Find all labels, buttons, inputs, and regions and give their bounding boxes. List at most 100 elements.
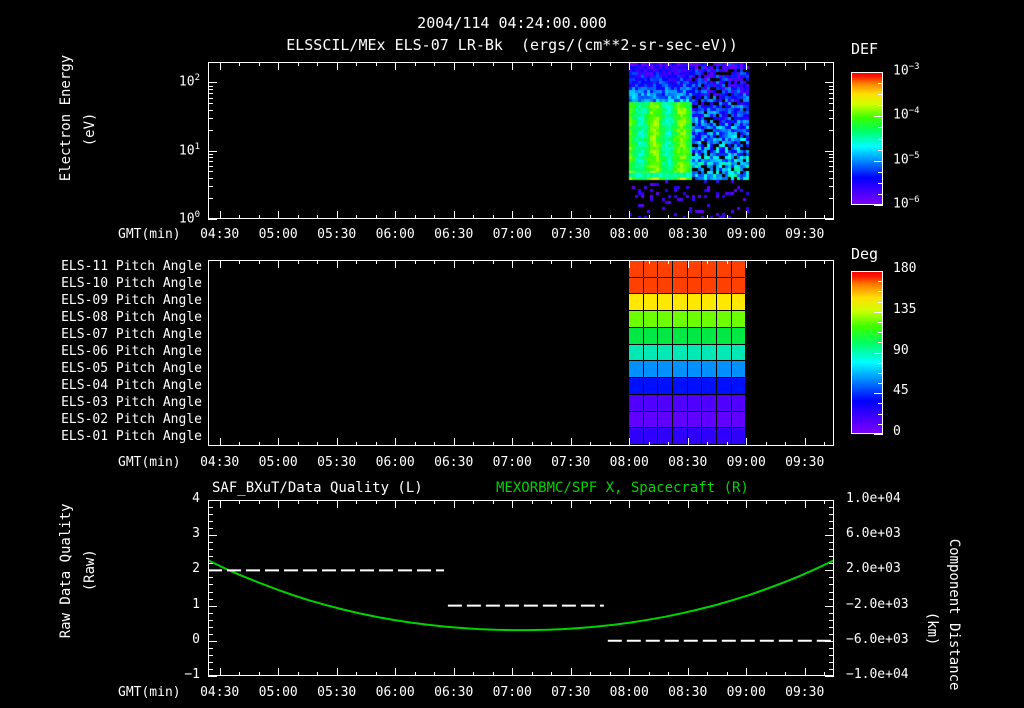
pitch-angle-cell [731, 428, 747, 445]
axis-tick [610, 62, 611, 67]
axis-tick [785, 500, 786, 505]
colorbar-tick [878, 183, 883, 184]
pitch-angle-cell [658, 344, 674, 362]
axis-tick [239, 62, 240, 67]
axis-tick [824, 260, 825, 265]
axis-tick [829, 166, 834, 167]
pitch-angle-cell [731, 294, 747, 312]
axis-tick [208, 171, 213, 172]
axis-tick [208, 599, 213, 600]
pitch-angle-cell [629, 327, 644, 345]
axis-tick [829, 514, 834, 515]
pitch-row-label: ELS-08 Pitch Angle [61, 310, 202, 326]
axis-tick [395, 438, 396, 446]
axis-tick [208, 577, 213, 578]
x-tick-label: 08:00 [609, 227, 649, 242]
colorbar-tick [878, 383, 883, 384]
axis-tick [220, 260, 221, 268]
pitch-angle-cell [731, 261, 747, 278]
axis-tick [208, 570, 217, 571]
pitch-angle-cell [716, 378, 732, 395]
axis-tick [208, 648, 213, 649]
axis-tick [208, 592, 213, 593]
axis-tick [829, 186, 834, 187]
pitch-angle-cell [643, 311, 659, 328]
axis-tick [825, 500, 834, 501]
axis-tick [785, 671, 786, 676]
axis-tick [395, 500, 396, 508]
axis-tick [551, 441, 552, 446]
y2-tick-label: 6.0e+03 [846, 526, 901, 542]
pitch-angle-cell [629, 394, 644, 412]
pitch-angle-cell [658, 411, 674, 429]
axis-tick [829, 549, 834, 550]
pitch-row-label: ELS-03 Pitch Angle [61, 394, 202, 410]
x-tick-label: 08:30 [668, 455, 708, 470]
pitch-angle-cell [629, 311, 644, 328]
colorbar-tick-label: 45 [893, 383, 909, 399]
axis-tick [395, 211, 396, 219]
y2-tick-label: 2.0e+03 [846, 561, 901, 577]
pitch-angle-cell [673, 261, 688, 278]
axis-tick [356, 500, 357, 505]
x-tick-label: 04:30 [200, 227, 240, 242]
axis-tick [356, 214, 357, 219]
pitch-angle-cell [673, 411, 688, 429]
axis-tick [746, 211, 747, 219]
axis-tick [208, 521, 213, 522]
x-tick-label: 05:00 [258, 455, 298, 470]
axis-tick [208, 198, 213, 199]
pitch-angle-cell [658, 294, 674, 312]
axis-tick [649, 671, 650, 676]
axis-tick [337, 668, 338, 676]
axis-tick [668, 260, 669, 265]
pitch-angle-cell [687, 428, 703, 445]
axis-tick [454, 211, 455, 219]
pitch-angle-cell [687, 277, 703, 295]
x-tick-label: 07:30 [551, 455, 591, 470]
axis-tick [454, 62, 455, 70]
axis-tick [259, 260, 260, 265]
axis-tick [829, 627, 834, 628]
component-distance-yunit: (km) [908, 578, 956, 646]
axis-tick [727, 260, 728, 265]
axis-tick [707, 441, 708, 446]
axis-tick [512, 211, 513, 219]
pitch-angle-cell [731, 361, 747, 379]
axis-tick [434, 441, 435, 446]
axis-tick [208, 662, 213, 663]
axis-tick [785, 260, 786, 265]
axis-tick [376, 214, 377, 219]
axis-tick [829, 648, 834, 649]
axis-tick [649, 62, 650, 67]
axis-tick [766, 441, 767, 446]
axis-tick [493, 500, 494, 505]
axis-tick [629, 500, 630, 508]
axis-tick [746, 438, 747, 446]
colorbar-tick-label: 135 [893, 301, 917, 317]
x-tick-label: 06:30 [434, 455, 474, 470]
axis-tick [434, 671, 435, 676]
x-tick-label: 07:30 [551, 685, 591, 700]
axis-tick [668, 214, 669, 219]
y-tick-label: −1 [184, 667, 200, 682]
gmt-label-panel2: GMT(min) [118, 455, 181, 470]
axis-tick [208, 556, 213, 557]
axis-tick [434, 214, 435, 219]
pitch-angle-cell [629, 277, 644, 295]
axis-tick [512, 668, 513, 676]
colorbar-tick [878, 322, 883, 323]
axis-tick [473, 671, 474, 676]
axis-tick [829, 599, 834, 600]
axis-tick [532, 214, 533, 219]
axis-tick [337, 260, 338, 268]
axis-tick [298, 441, 299, 446]
pitch-angle-cell [658, 277, 674, 295]
axis-tick [220, 500, 221, 508]
axis-tick [825, 606, 834, 607]
axis-tick [278, 438, 279, 446]
axis-tick [208, 219, 217, 220]
colorbar-tick [878, 291, 883, 292]
axis-tick [239, 500, 240, 505]
colorbar-tick-label: 10−4 [893, 106, 920, 123]
